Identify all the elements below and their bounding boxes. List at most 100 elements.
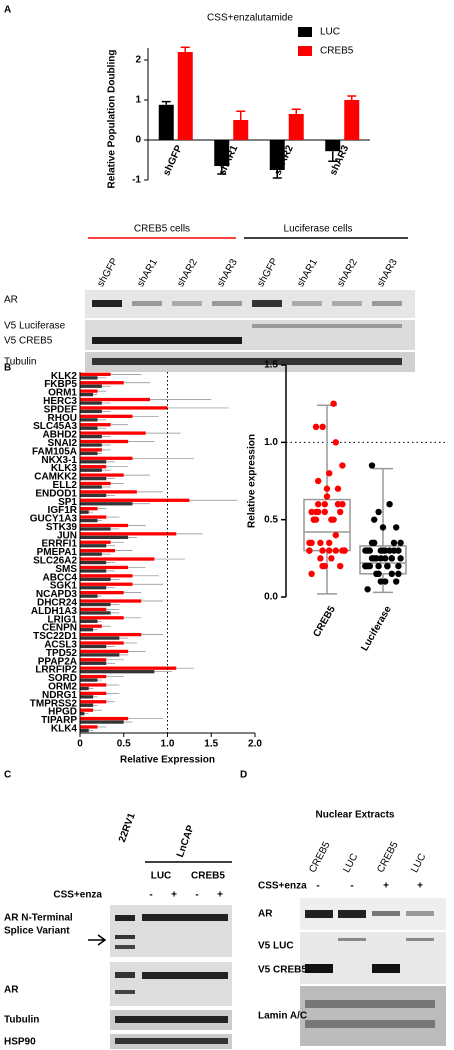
bar (80, 686, 89, 691)
bar (80, 644, 107, 649)
data-point (326, 470, 333, 477)
row-label: V5 CREB5 (258, 965, 307, 976)
data-point (362, 562, 369, 570)
x-tick-label: CREB5 (311, 604, 338, 639)
gene-label: IGF1R (48, 505, 78, 516)
bar (80, 485, 102, 489)
data-point (328, 555, 335, 562)
bar (80, 565, 129, 570)
data-point (388, 555, 395, 562)
gene-label: TMPRSS2 (30, 698, 78, 709)
bar (80, 725, 98, 729)
gene-label: SNAI2 (48, 438, 78, 449)
bar (80, 544, 107, 548)
arrow (88, 934, 107, 946)
sign: - (350, 881, 353, 892)
gene-label: HERC3 (43, 396, 77, 407)
gene-label: ELL2 (53, 480, 78, 491)
panel-label: B (4, 363, 11, 374)
error-bar (272, 170, 282, 179)
treatment-label: CSS+enza (258, 881, 307, 892)
y-tick-label: -1 (132, 175, 141, 186)
gene-label: SGK1 (50, 581, 78, 592)
data-point (375, 562, 382, 570)
gene-label: CENPN (42, 623, 77, 634)
bar (80, 468, 102, 472)
bar (80, 389, 98, 393)
data-point (319, 423, 326, 431)
bar (80, 666, 177, 670)
gene-label: DHCR24 (37, 598, 77, 609)
gene-label: ACSL3 (44, 639, 77, 650)
data-point (364, 586, 371, 593)
bar (269, 140, 285, 170)
bar (80, 720, 124, 724)
bar (80, 678, 98, 682)
data-point (393, 578, 400, 585)
cell-line-label: LnCAP (175, 824, 197, 859)
data-point (330, 516, 337, 523)
data-point (323, 485, 331, 492)
sign: + (171, 890, 177, 901)
gene-label: TPD52 (46, 648, 78, 659)
bar (80, 712, 85, 716)
bar (80, 439, 129, 444)
bar (80, 674, 107, 679)
gene-label: ORM2 (48, 681, 77, 692)
data-point (339, 547, 346, 554)
y-tick-label: 0 (135, 135, 141, 146)
bar (80, 695, 94, 699)
data-point (339, 462, 346, 469)
data-point (373, 555, 380, 562)
gene-label: FKBP5 (44, 379, 77, 390)
data-point (384, 562, 391, 570)
gene-label: ERRFI1 (41, 539, 77, 550)
bar (80, 619, 98, 623)
legend-label: LUC (320, 27, 340, 38)
error-bar (328, 151, 338, 162)
gene-label: LRRFIP2 (35, 665, 77, 676)
bar (80, 632, 142, 637)
row-label: Tubulin (4, 357, 36, 368)
data-point (326, 547, 333, 554)
data-point (388, 570, 395, 577)
row-label: V5 CREB5 (4, 336, 53, 347)
bar (80, 602, 111, 607)
data-point (321, 508, 328, 516)
lane-label: shAR3 (375, 257, 400, 289)
row-label: AR (4, 985, 19, 996)
data-point (332, 439, 339, 446)
data-point (323, 493, 331, 500)
bar (80, 700, 107, 704)
row-label: V5 Luciferase (4, 321, 66, 332)
group-label: CREB5 cells (134, 224, 190, 235)
lane-label: CREB5 (307, 840, 333, 875)
data-point (337, 562, 344, 570)
x-axis-label: Relative Expression (120, 755, 215, 766)
data-point (321, 562, 328, 570)
lane-label: LUC (341, 852, 360, 875)
whisker (317, 404, 337, 595)
bar (80, 465, 107, 469)
bar (80, 448, 102, 452)
data-point (397, 539, 404, 547)
bar (80, 507, 98, 511)
bar (288, 114, 304, 140)
x-tick-label: 0 (77, 739, 83, 750)
bar (80, 443, 102, 447)
bar (80, 409, 102, 414)
bar (80, 423, 111, 427)
data-point (375, 508, 382, 516)
gene-label: ABCC4 (43, 572, 78, 583)
bar (80, 560, 107, 565)
data-point (366, 562, 373, 570)
gene-label: KLK2 (51, 371, 78, 382)
data-point (330, 400, 337, 407)
data-point (315, 477, 322, 485)
bar (80, 406, 168, 410)
y-tick-label: 1.5 (264, 360, 278, 371)
y-axis-label: Relative Population Doubling (107, 50, 118, 189)
bar (80, 624, 102, 628)
data-point (339, 501, 346, 508)
error-bar (161, 100, 171, 105)
